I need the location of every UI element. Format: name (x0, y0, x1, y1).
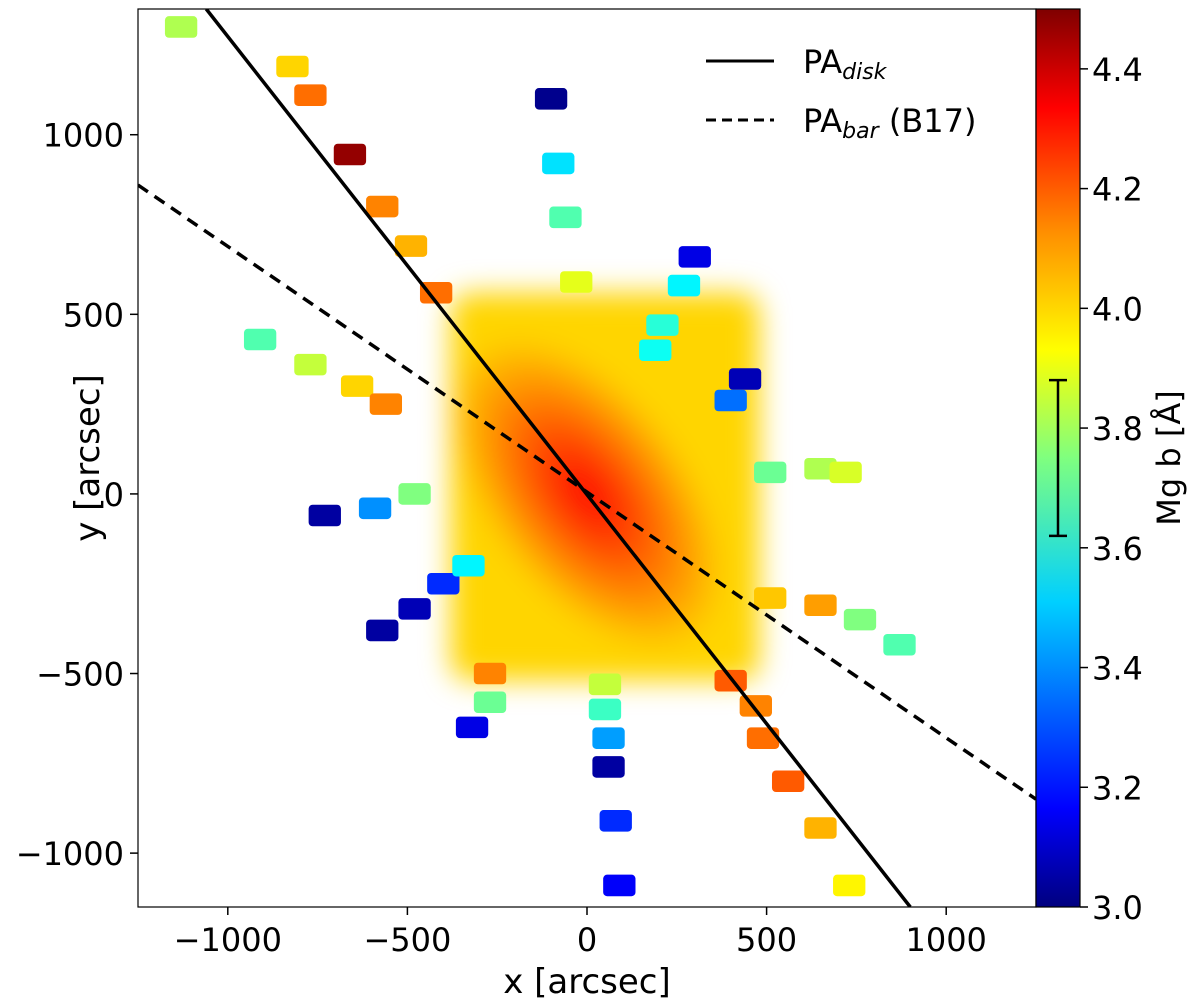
pointing-marker (746, 727, 780, 749)
pointing-marker (369, 393, 403, 415)
colorbar-tick-label: 4.2 (1092, 171, 1143, 209)
pointing-marker (243, 328, 277, 351)
pointing-marker (754, 461, 787, 484)
x-tick-label: −1000 (174, 921, 282, 959)
pointings-layer (164, 16, 916, 897)
x-axis-ticks: −1000 −500 0 500 1000 (174, 907, 987, 959)
y-axis-label: y [arcsec] (68, 374, 108, 542)
pointing-marker (276, 55, 309, 78)
pointing-marker (164, 16, 198, 38)
colorbar-tick-label: 4.0 (1092, 290, 1143, 328)
pointing-marker (333, 143, 367, 166)
x-axis-label: x [arcsec] (503, 962, 671, 1002)
pointing-marker (419, 281, 453, 304)
x-tick-label: 500 (736, 921, 797, 959)
pointing-marker (358, 497, 392, 520)
pointing-marker (366, 619, 399, 642)
colorbar-tick-label: 4.4 (1092, 51, 1143, 89)
colorbar-error-bar (1049, 378, 1067, 538)
legend-bar-suffix: (B17) (879, 102, 977, 140)
pointing-marker (473, 662, 507, 685)
colorbar-tick-label: 3.0 (1092, 889, 1143, 927)
pointing-marker (599, 810, 632, 832)
pointing-marker (294, 353, 327, 376)
pointing-marker (294, 84, 327, 106)
pointing-marker (728, 368, 762, 390)
legend-disk-main: PA (803, 43, 842, 81)
y-axis-ticks: −1000 −500 0 500 1000 (16, 117, 138, 873)
pointing-marker (843, 608, 877, 631)
pa-lines-layer (138, 9, 1036, 907)
legend-disk-sub: disk (842, 60, 888, 85)
colorbar-tick-label: 3.8 (1092, 410, 1143, 448)
pointing-marker (452, 554, 485, 577)
colorbar-ticks: 3.0 3.2 3.4 3.6 3.8 4.0 4.2 4.4 (1080, 51, 1143, 927)
pointing-marker (366, 195, 399, 218)
pointing-marker (833, 874, 866, 897)
x-tick-label: −500 (363, 921, 451, 959)
colorbar-frame (1035, 8, 1081, 908)
pointing-marker (804, 458, 837, 480)
pointing-marker (603, 874, 636, 897)
colorbar-label: Mg b [Å] (1150, 390, 1188, 525)
pointing-marker (714, 389, 747, 412)
colorbar-tick-label: 3.4 (1092, 650, 1143, 688)
y-tick-label: 0 (104, 476, 124, 514)
pointing-marker (771, 770, 805, 793)
pointing-marker (473, 691, 507, 714)
pointing-marker (308, 504, 341, 527)
pointing-marker (829, 461, 862, 484)
legend-bar-sub: bar (842, 119, 880, 144)
pointing-marker (678, 246, 711, 268)
legend: PAdisk PAbar (B17) (706, 43, 976, 144)
pointing-marker (549, 206, 582, 229)
y-tick-label: −500 (36, 656, 124, 694)
pointing-marker (398, 598, 431, 620)
pointing-marker (646, 314, 679, 336)
y-tick-label: 500 (63, 296, 124, 334)
pointing-marker (560, 271, 593, 293)
pointing-marker (394, 235, 428, 257)
pointing-marker (592, 727, 625, 749)
legend-label-bar: PAbar (B17) (803, 102, 976, 144)
pointing-marker (340, 375, 374, 397)
colorbar-tick-label: 3.6 (1092, 530, 1143, 568)
colorbar: 3.0 3.2 3.4 3.6 3.8 4.0 4.2 4.4 Mg b [Å] (1035, 8, 1188, 927)
y-tick-label: −1000 (16, 835, 124, 873)
pointing-marker (804, 594, 837, 617)
pointing-marker (588, 698, 622, 721)
pointing-marker (804, 817, 837, 839)
x-tick-label: 1000 (905, 921, 986, 959)
pa-disk-line (204, 9, 912, 907)
legend-bar-main: PA (803, 102, 842, 140)
y-tick-label: 1000 (43, 117, 124, 155)
pointing-marker (398, 483, 431, 505)
pointing-marker (592, 756, 625, 778)
colorbar-tick-label: 3.2 (1092, 769, 1143, 807)
pointing-marker (542, 152, 575, 175)
pointing-marker (754, 587, 787, 609)
pointing-marker (427, 572, 460, 595)
x-tick-label: 0 (577, 921, 597, 959)
pointing-marker (588, 673, 622, 696)
pointing-marker (883, 634, 916, 656)
legend-label-disk: PAdisk (803, 43, 888, 85)
pointing-marker (455, 716, 489, 739)
pointing-marker (534, 88, 568, 110)
pointing-marker (639, 339, 672, 362)
pointing-marker (667, 274, 701, 297)
pa-bar-line (138, 183, 1036, 801)
